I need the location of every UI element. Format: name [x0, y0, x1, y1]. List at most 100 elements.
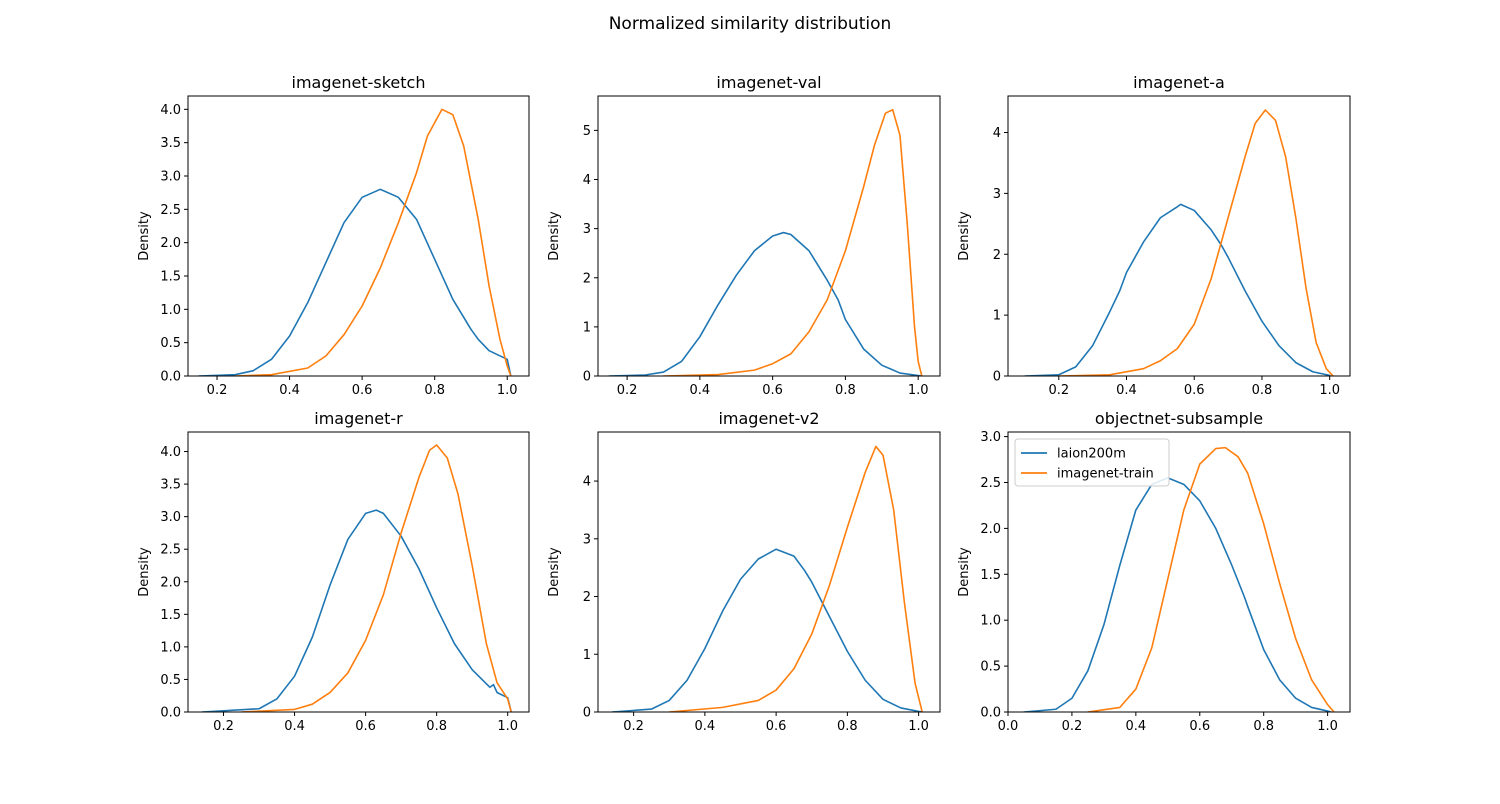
series-line-laion200m — [608, 231, 923, 376]
y-tick-label: 3.0 — [160, 510, 181, 525]
y-axis-label: Density — [137, 547, 152, 597]
x-tick-label: 0.2 — [1048, 383, 1069, 398]
legend: laion200m imagenet-train — [1014, 438, 1170, 487]
y-tick-label: 2 — [583, 590, 591, 605]
y-tick-label: 4 — [583, 173, 591, 188]
x-tick-label: 1.0 — [497, 719, 518, 734]
y-tick-label: 3 — [583, 532, 591, 547]
x-tick-label: 0.2 — [207, 383, 228, 398]
x-tick-label: 0.8 — [424, 383, 445, 398]
axes-frame — [597, 431, 941, 713]
y-tick-label: 0.5 — [980, 660, 1001, 675]
y-tick-label: 2 — [993, 248, 1001, 263]
series-line-laion200m — [201, 509, 513, 712]
axes-frame — [187, 95, 530, 377]
series-line-imagenet-train — [234, 108, 512, 376]
x-tick-label: 0.6 — [766, 719, 787, 734]
y-tick-label: 0.0 — [980, 706, 1001, 721]
y-tick-label: 0.0 — [160, 370, 181, 385]
y-tick-label: 0.5 — [160, 673, 181, 688]
y-tick-label: 2.0 — [980, 522, 1001, 537]
axes-frame — [597, 95, 941, 377]
x-tick-label: 1.0 — [908, 383, 929, 398]
axes-frame — [1007, 95, 1351, 377]
y-tick-label: 2.5 — [160, 543, 181, 558]
x-tick-label: 0.6 — [1184, 383, 1205, 398]
y-tick-label: 4.0 — [160, 103, 181, 118]
y-tick-label: 1 — [993, 309, 1001, 324]
y-axis-label: Density — [957, 211, 972, 261]
x-tick-label: 0.6 — [762, 383, 783, 398]
y-tick-label: 0.0 — [160, 706, 181, 721]
x-tick-label: 0.2 — [623, 719, 644, 734]
y-axis-label: Density — [547, 211, 562, 261]
y-tick-label: 0 — [583, 370, 591, 385]
x-tick-label: 1.0 — [1319, 383, 1340, 398]
y-tick-label: 1 — [583, 648, 591, 663]
x-tick-label: 1.0 — [497, 383, 518, 398]
chart-panel-1: 0.2 0.4 0.6 0.8 1.0 0.0 0.5 1.0 1.5 2.0 2.5 3.0 3.5 4… — [137, 73, 530, 398]
series-line-laion200m — [198, 188, 512, 376]
y-tick-label: 3.0 — [980, 430, 1001, 445]
x-tick-label: 0.2 — [617, 383, 638, 398]
y-tick-label: 0 — [993, 370, 1001, 385]
series-line-imagenet-train — [1087, 446, 1335, 712]
x-tick-label: 0.4 — [690, 383, 711, 398]
x-tick-label: 0.8 — [426, 719, 447, 734]
chart-title: imagenet-v2 — [718, 409, 819, 428]
chart-panel-4: 0.2 0.4 0.6 0.8 1.0 0.0 0.5 1.0 1.5 2.0 2.5 3.0 3.5 4… — [137, 409, 530, 734]
y-axis-label: Density — [957, 547, 972, 597]
chart-title: objectnet-subsample — [1095, 409, 1263, 428]
y-tick-label: 3.0 — [160, 170, 181, 185]
x-tick-label: 0.4 — [279, 383, 300, 398]
series-line-imagenet-train — [240, 444, 513, 712]
series-line-imagenet-train — [1057, 109, 1334, 376]
y-tick-label: 5 — [583, 124, 591, 139]
chart-panel-3: 0.2 0.4 0.6 0.8 1.0 0 1 2 3 4 imagenet-a Density — [957, 73, 1351, 398]
legend-label-imagenet-train: imagenet-train — [1057, 467, 1154, 482]
y-tick-label: 1.0 — [160, 640, 181, 655]
y-tick-label: 1 — [583, 320, 591, 335]
axes-frame — [187, 431, 530, 713]
y-tick-label: 1.0 — [160, 303, 181, 318]
x-tick-label: 0.0 — [998, 719, 1019, 734]
x-tick-label: 0.6 — [352, 383, 373, 398]
series-line-laion200m — [611, 548, 923, 712]
y-tick-label: 3 — [993, 187, 1001, 202]
y-tick-label: 0.5 — [160, 336, 181, 351]
y-tick-label: 3.5 — [160, 478, 181, 493]
axes-frame — [1007, 431, 1351, 713]
y-axis-label: Density — [137, 211, 152, 261]
chart-title: imagenet-sketch — [292, 73, 426, 92]
y-tick-label: 1.5 — [980, 568, 1001, 583]
chart-title: imagenet-val — [716, 73, 821, 92]
series-line-imagenet-train — [668, 445, 923, 712]
y-axis-label: Density — [547, 547, 562, 597]
x-tick-label: 0.4 — [1116, 383, 1137, 398]
y-tick-label: 2 — [583, 271, 591, 286]
x-tick-label: 0.8 — [1252, 383, 1273, 398]
x-tick-label: 0.4 — [1126, 719, 1147, 734]
figure-title: Normalized similarity distribution — [609, 14, 892, 34]
y-tick-label: 2.0 — [160, 236, 181, 251]
chart-panel-2: 0.2 0.4 0.6 0.8 1.0 0 1 2 3 4 5 imagenet-val Density — [547, 73, 941, 398]
y-tick-label: 2.5 — [980, 476, 1001, 491]
y-tick-label: 4.0 — [160, 445, 181, 460]
x-tick-label: 0.8 — [837, 719, 858, 734]
y-tick-label: 1.5 — [160, 270, 181, 285]
x-tick-label: 0.2 — [213, 719, 234, 734]
legend-box — [1014, 438, 1170, 487]
y-tick-label: 2.5 — [160, 203, 181, 218]
legend-label-laion200m: laion200m — [1057, 447, 1126, 462]
y-tick-label: 3 — [583, 222, 591, 237]
y-tick-label: 2.0 — [160, 575, 181, 590]
y-tick-label: 4 — [993, 126, 1001, 141]
x-tick-label: 0.4 — [695, 719, 716, 734]
series-line-laion200m — [1023, 477, 1332, 712]
x-tick-label: 0.8 — [1253, 719, 1274, 734]
y-tick-label: 1.0 — [980, 614, 1001, 629]
y-tick-label: 3.5 — [160, 136, 181, 151]
chart-panel-5: 0.2 0.4 0.6 0.8 1.0 0 1 2 3 4 imagenet-v2 Density — [547, 409, 941, 734]
